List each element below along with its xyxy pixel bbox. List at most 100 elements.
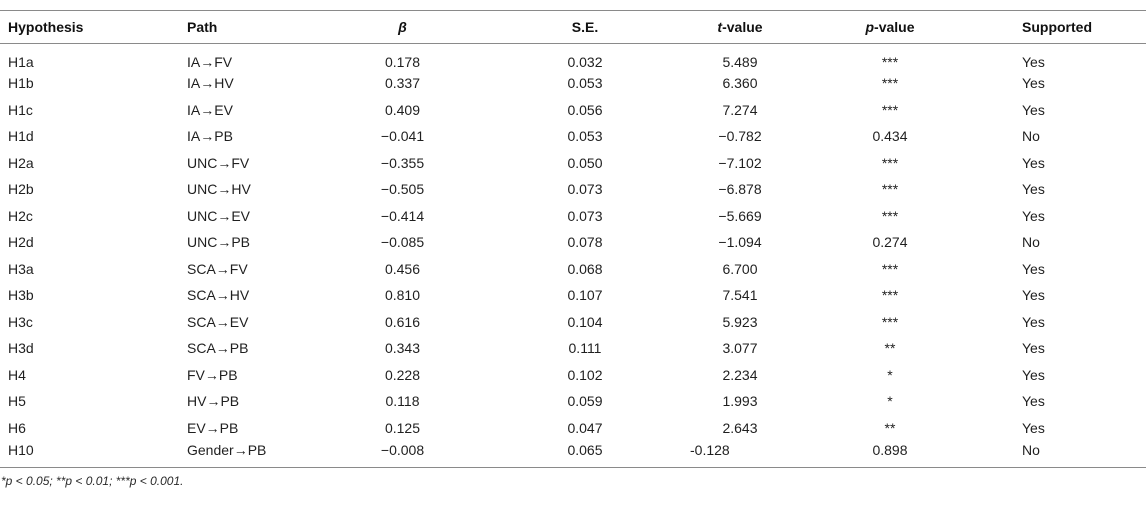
cell-supported: Yes: [1022, 287, 1045, 304]
cell-path: EV→PB: [187, 419, 239, 436]
table-row: H3d SCA→PB 0.343 0.111 3.077 ** Yes: [0, 335, 1146, 362]
cell-path: SCA→HV: [187, 287, 250, 304]
cell-p: ***: [881, 287, 899, 304]
cell-p: 0.434: [872, 128, 908, 145]
cell-hypothesis: H3b: [8, 287, 34, 304]
paper-page: Hypothesis Path β S.E. t-value p-value Support…: [0, 10, 1146, 488]
cell-supported: Yes: [1022, 313, 1045, 330]
table-row: H2d UNC→PB −0.085 0.078 −1.094 0.274 No: [0, 229, 1146, 256]
column-header-supported: Supported: [990, 11, 1146, 44]
column-header-se: S.E.: [480, 11, 690, 44]
cell-beta: 0.810: [384, 287, 421, 304]
cell-p: **: [884, 419, 896, 436]
cell-path: FV→PB: [187, 366, 238, 383]
cell-path: UNC→EV: [187, 207, 251, 224]
cell-supported: Yes: [1022, 340, 1045, 357]
cell-t: −1.094: [718, 234, 762, 251]
column-header-beta: β: [325, 11, 480, 44]
cell-beta: 0.456: [384, 260, 421, 277]
header-row: Hypothesis Path β S.E. t-value p-value Support…: [0, 11, 1146, 44]
table-row: H3b SCA→HV 0.810 0.107 7.541 *** Yes: [0, 282, 1146, 309]
cell-se: 0.032: [567, 53, 603, 70]
cell-t: 2.234: [722, 366, 758, 383]
cell-se: 0.104: [567, 313, 603, 330]
cell-hypothesis: H5: [8, 393, 26, 410]
cell-supported: Yes: [1022, 181, 1045, 198]
table-header: Hypothesis Path β S.E. t-value p-value Support…: [0, 11, 1146, 44]
cell-t: 5.489: [722, 53, 758, 70]
cell-path: SCA→EV: [187, 313, 249, 330]
cell-path: SCA→FV: [187, 260, 248, 277]
cell-p: 0.898: [872, 441, 908, 458]
cell-path: UNC→FV: [187, 154, 250, 171]
cell-t: −6.878: [718, 181, 762, 198]
column-header-label: t: [717, 19, 723, 35]
cell-se: 0.059: [567, 393, 603, 410]
column-header-label-suffix: -value: [722, 19, 763, 35]
cell-se: 0.047: [567, 419, 603, 436]
cell-beta: −0.414: [380, 207, 425, 224]
table-row: H1b IA→HV 0.337 0.053 6.360 *** Yes: [0, 70, 1146, 97]
cell-supported: No: [1022, 234, 1040, 251]
cell-path: IA→PB: [187, 128, 233, 145]
cell-t: 7.541: [722, 287, 758, 304]
cell-path: Gender→PB: [187, 441, 267, 458]
table-footnote: *p < 0.05; **p < 0.01; ***p < 0.001.: [1, 474, 184, 488]
cell-se: 0.065: [567, 441, 603, 458]
cell-t: 7.274: [722, 101, 758, 118]
cell-hypothesis: H2d: [8, 234, 34, 251]
cell-p: ***: [881, 53, 899, 70]
cell-beta: 0.125: [384, 419, 421, 436]
column-header-label: β: [398, 19, 407, 35]
cell-supported: Yes: [1022, 260, 1045, 277]
cell-p: ***: [881, 101, 899, 118]
cell-p: **: [884, 340, 896, 357]
cell-p: ***: [881, 313, 899, 330]
cell-se: 0.050: [567, 154, 603, 171]
cell-t: 3.077: [722, 340, 758, 357]
table-row: H1c IA→EV 0.409 0.056 7.274 *** Yes: [0, 97, 1146, 124]
cell-t: −5.669: [718, 207, 762, 224]
cell-supported: No: [1022, 441, 1040, 458]
cell-p: ***: [881, 181, 899, 198]
table-row: H1a IA→FV 0.178 0.032 5.489 *** Yes: [0, 44, 1146, 71]
cell-path: SCA→PB: [187, 340, 249, 357]
cell-supported: Yes: [1022, 366, 1045, 383]
cell-p: ***: [881, 260, 899, 277]
cell-hypothesis: H2c: [8, 207, 33, 224]
column-header-p: p-value: [790, 11, 990, 44]
column-header-hypothesis: Hypothesis: [0, 11, 180, 44]
cell-supported: Yes: [1022, 101, 1045, 118]
cell-t: 2.643: [722, 419, 758, 436]
cell-path: IA→EV: [187, 101, 233, 118]
cell-se: 0.053: [567, 75, 603, 92]
cell-se: 0.073: [567, 207, 603, 224]
table-row: H6 EV→PB 0.125 0.047 2.643 ** Yes: [0, 415, 1146, 442]
cell-path: IA→FV: [187, 53, 233, 70]
cell-p: 0.274: [872, 234, 908, 251]
cell-se: 0.053: [567, 128, 603, 145]
table-row: H3c SCA→EV 0.616 0.104 5.923 *** Yes: [0, 309, 1146, 336]
cell-beta: 0.337: [384, 75, 421, 92]
cell-supported: Yes: [1022, 75, 1045, 92]
cell-beta: 0.228: [384, 366, 421, 383]
table-row: H4 FV→PB 0.228 0.102 2.234 * Yes: [0, 362, 1146, 389]
cell-p: ***: [881, 207, 899, 224]
cell-beta: 0.409: [384, 101, 421, 118]
cell-se: 0.056: [567, 101, 603, 118]
cell-t: 1.993: [722, 393, 758, 410]
cell-path: IA→HV: [187, 75, 234, 92]
table-row: H3a SCA→FV 0.456 0.068 6.700 *** Yes: [0, 256, 1146, 283]
cell-hypothesis: H6: [8, 419, 26, 436]
table-body: H1a IA→FV 0.178 0.032 5.489 *** Yes H1b IA→HV 0.3…: [0, 44, 1146, 468]
cell-beta: −0.085: [380, 234, 425, 251]
cell-p: ***: [881, 75, 899, 92]
cell-beta: 0.343: [384, 340, 421, 357]
cell-se: 0.078: [567, 234, 603, 251]
table-row: H10 Gender→PB −0.008 0.065 -0.128 0.898 No: [0, 441, 1146, 468]
cell-hypothesis: H2a: [8, 154, 34, 171]
cell-hypothesis: H3a: [8, 260, 34, 277]
cell-hypothesis: H3c: [8, 313, 33, 330]
cell-se: 0.102: [567, 366, 603, 383]
cell-hypothesis: H1d: [8, 128, 34, 145]
